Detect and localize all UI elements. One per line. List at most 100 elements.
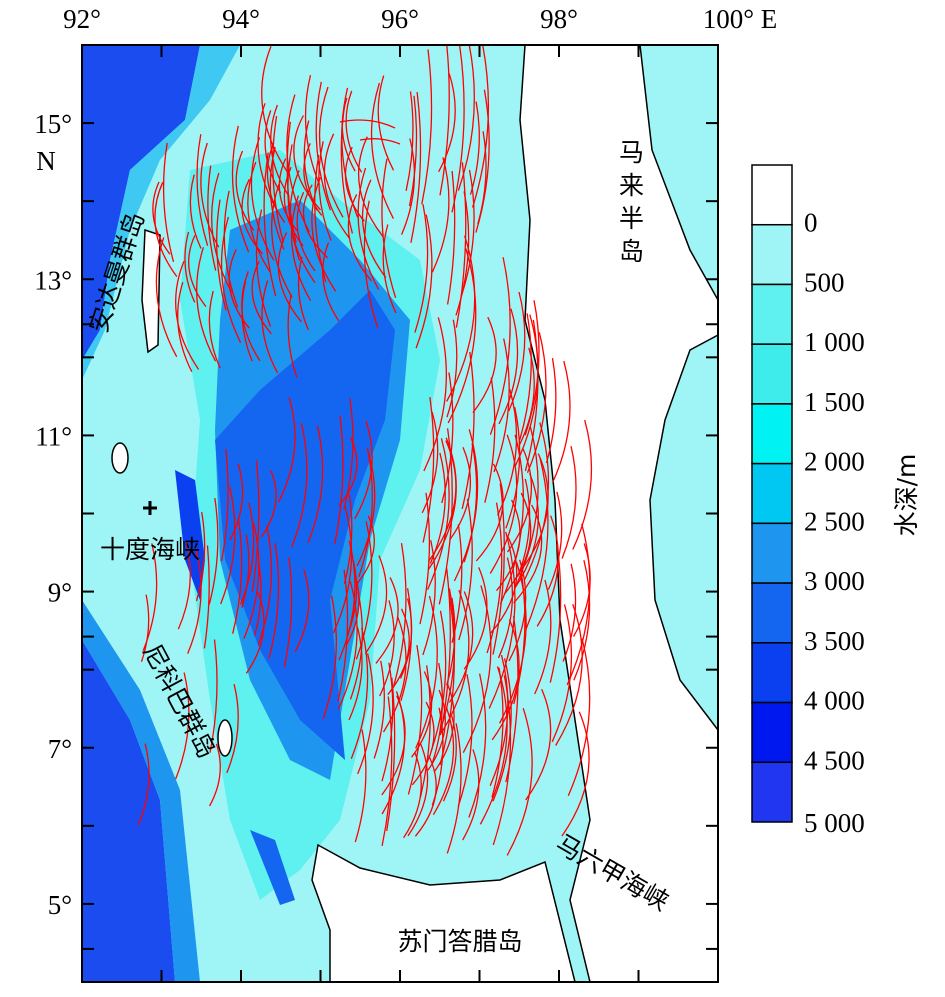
legend-swatch — [751, 582, 793, 644]
track — [291, 423, 308, 548]
legend-label: 4 500 — [804, 745, 865, 775]
track — [220, 449, 229, 562]
legend-swatch — [751, 283, 793, 345]
track — [407, 743, 429, 837]
legend-label: 5 000 — [804, 808, 865, 838]
track — [447, 248, 477, 424]
legend-label: 2 500 — [804, 506, 865, 536]
track — [472, 316, 497, 414]
slope — [82, 600, 200, 982]
track — [154, 181, 178, 277]
track — [318, 141, 332, 241]
y-tick-label: 9° — [48, 578, 72, 608]
track — [357, 167, 380, 290]
track — [439, 45, 450, 196]
track — [468, 673, 487, 818]
track — [184, 231, 196, 303]
bathymetry — [82, 45, 718, 982]
track — [451, 45, 465, 213]
track — [263, 152, 277, 297]
track — [547, 491, 563, 590]
track — [255, 209, 272, 327]
track — [422, 397, 435, 543]
legend-label: 500 — [804, 267, 845, 297]
legend-label: 4 000 — [804, 686, 865, 716]
track — [243, 522, 260, 639]
track — [457, 674, 473, 807]
track — [294, 569, 310, 653]
island — [111, 442, 129, 474]
track — [356, 515, 375, 584]
track — [462, 749, 480, 841]
track — [448, 591, 474, 703]
track — [572, 419, 593, 550]
axes: 92° 94° 96° 98° 100° E 5° 7° 9° 11° 13° 15° N — [34, 4, 777, 982]
track — [339, 119, 401, 145]
track — [341, 87, 359, 218]
track — [446, 319, 458, 418]
track — [220, 216, 242, 344]
track — [479, 666, 508, 825]
track — [419, 492, 431, 625]
legend-swatch — [751, 642, 793, 704]
track — [232, 518, 243, 634]
track — [508, 291, 526, 412]
track — [439, 594, 455, 766]
x-tick-label: 100° E — [703, 4, 778, 34]
track — [187, 550, 202, 654]
track — [349, 592, 363, 700]
track — [354, 729, 367, 843]
track — [462, 585, 492, 754]
legend-swatch — [751, 462, 793, 525]
track — [552, 360, 571, 483]
track — [348, 626, 363, 721]
track — [195, 511, 206, 602]
track — [251, 460, 260, 592]
legend-swatch — [751, 403, 793, 465]
legend-swatch — [751, 343, 793, 405]
track — [343, 398, 354, 509]
track — [433, 682, 455, 772]
track — [525, 689, 552, 801]
track — [489, 434, 518, 574]
track — [446, 235, 476, 402]
track — [175, 261, 200, 370]
track — [498, 308, 519, 425]
gulf-of-thailand — [665, 340, 718, 700]
track — [379, 600, 395, 697]
track — [488, 531, 516, 709]
track — [513, 504, 543, 604]
track — [506, 707, 533, 856]
track — [463, 443, 478, 563]
track — [407, 644, 423, 795]
track — [410, 92, 422, 243]
track — [431, 662, 444, 765]
track — [278, 397, 296, 503]
x-tick-label: 92° — [63, 4, 101, 34]
track — [287, 293, 298, 378]
track — [241, 178, 264, 255]
track — [432, 706, 455, 816]
sumatra — [311, 843, 576, 982]
track — [486, 502, 503, 654]
track — [189, 174, 202, 249]
track — [566, 523, 591, 686]
track — [177, 540, 191, 630]
trough — [175, 470, 205, 600]
track — [567, 638, 591, 797]
track — [226, 683, 239, 774]
basin-deep — [215, 290, 395, 760]
track — [506, 447, 533, 553]
track — [387, 608, 410, 696]
track — [152, 181, 171, 255]
track — [449, 446, 472, 541]
track — [561, 711, 590, 837]
track — [272, 115, 285, 243]
track — [423, 317, 447, 472]
track — [361, 179, 387, 278]
track — [551, 604, 573, 743]
track — [241, 534, 250, 608]
track — [520, 453, 549, 571]
track — [196, 247, 217, 362]
x-tick-label: 94° — [222, 4, 260, 34]
